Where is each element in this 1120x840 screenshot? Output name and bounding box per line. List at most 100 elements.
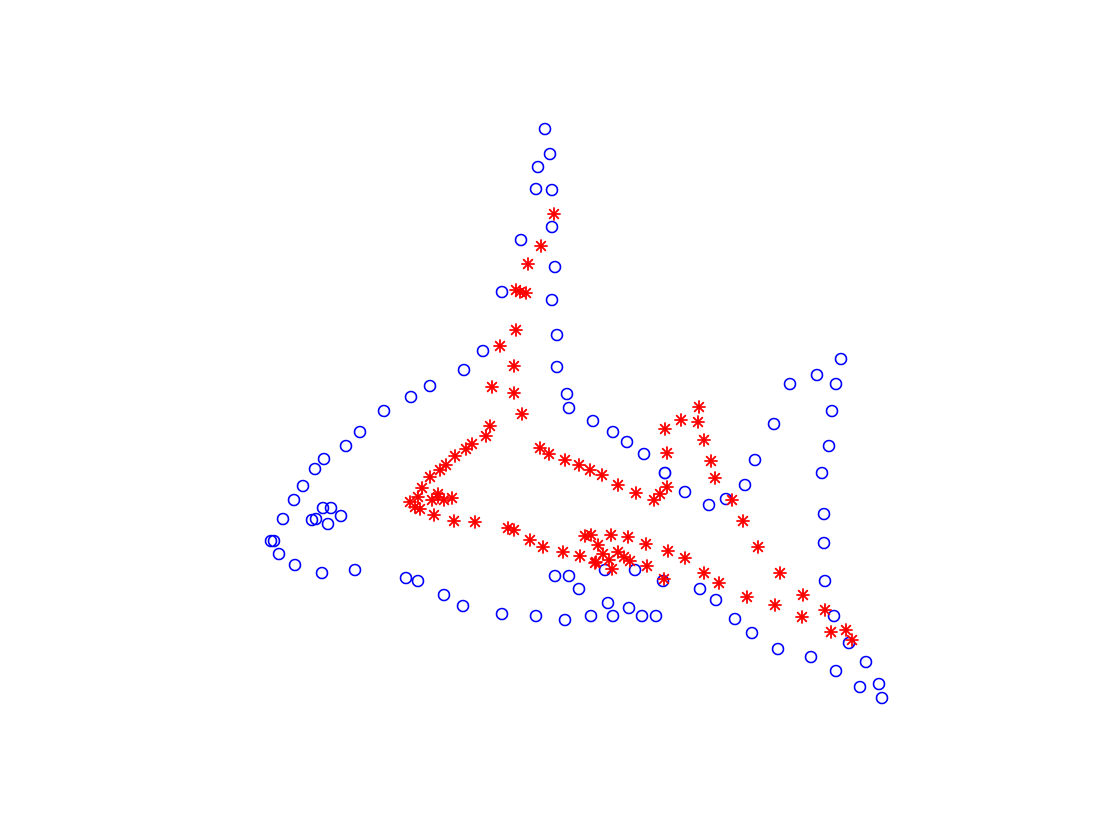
circle-marker xyxy=(818,574,832,588)
circle-marker xyxy=(545,220,559,234)
circle-marker xyxy=(272,547,286,561)
circle-marker xyxy=(810,368,824,382)
circle-marker xyxy=(586,414,600,428)
circle-marker xyxy=(709,593,723,607)
circle-marker xyxy=(562,401,576,415)
asterisk-marker xyxy=(611,478,625,492)
asterisk-marker xyxy=(521,257,535,271)
circle-marker xyxy=(859,655,873,669)
circle-marker xyxy=(321,517,335,531)
circle-marker xyxy=(548,260,562,274)
asterisk-marker xyxy=(509,323,523,337)
circle-marker xyxy=(296,479,310,493)
asterisk-marker xyxy=(602,553,616,567)
circle-marker xyxy=(738,478,752,492)
asterisk-marker xyxy=(468,515,482,529)
circle-marker xyxy=(875,691,889,705)
circle-marker xyxy=(288,558,302,572)
asterisk-marker xyxy=(479,429,493,443)
circle-marker xyxy=(829,664,843,678)
asterisk-marker xyxy=(445,491,459,505)
asterisk-marker xyxy=(507,523,521,537)
asterisk-marker xyxy=(413,502,427,516)
circle-marker xyxy=(339,439,353,453)
asterisk-marker xyxy=(768,598,782,612)
asterisk-marker xyxy=(639,537,653,551)
circle-marker xyxy=(748,453,762,467)
asterisk-marker xyxy=(439,458,453,472)
circle-marker xyxy=(572,582,586,596)
circle-marker xyxy=(702,498,716,512)
circle-marker xyxy=(829,377,843,391)
asterisk-marker xyxy=(447,514,461,528)
circle-marker xyxy=(767,417,781,431)
circle-marker xyxy=(267,534,281,548)
circle-marker xyxy=(658,466,672,480)
circle-marker xyxy=(817,507,831,521)
circle-marker xyxy=(308,462,322,476)
circle-marker xyxy=(620,435,634,449)
circle-marker xyxy=(476,344,490,358)
circle-marker xyxy=(745,626,759,640)
asterisk-marker xyxy=(661,544,675,558)
asterisk-marker xyxy=(448,449,462,463)
asterisk-marker xyxy=(692,400,706,414)
asterisk-marker xyxy=(485,380,499,394)
asterisk-marker xyxy=(704,454,718,468)
asterisk-marker xyxy=(839,623,853,637)
circle-marker xyxy=(635,609,649,623)
circle-marker xyxy=(548,569,562,583)
asterisk-marker xyxy=(658,422,672,436)
asterisk-marker xyxy=(556,545,570,559)
circle-marker xyxy=(411,574,425,588)
asterisk-marker xyxy=(725,493,739,507)
circle-marker xyxy=(514,233,528,247)
asterisk-marker xyxy=(558,453,572,467)
asterisk-marker xyxy=(431,490,445,504)
asterisk-marker xyxy=(818,603,832,617)
asterisk-marker xyxy=(547,207,561,221)
asterisk-marker xyxy=(483,419,497,433)
asterisk-marker xyxy=(740,590,754,604)
asterisk-marker xyxy=(595,468,609,482)
asterisk-marker xyxy=(678,551,692,565)
asterisk-marker xyxy=(795,610,809,624)
circle-marker xyxy=(822,439,836,453)
asterisk-marker xyxy=(578,529,592,543)
asterisk-marker xyxy=(697,566,711,580)
asterisk-marker xyxy=(515,407,529,421)
circle-marker xyxy=(637,447,651,461)
series-2 xyxy=(403,207,859,647)
circle-marker xyxy=(399,571,413,585)
circle-marker xyxy=(550,360,564,374)
asterisk-marker xyxy=(507,386,521,400)
asterisk-marker xyxy=(824,625,838,639)
circle-marker xyxy=(529,609,543,623)
circle-marker xyxy=(649,609,663,623)
circle-marker xyxy=(550,328,564,342)
circle-marker xyxy=(423,379,437,393)
asterisk-marker xyxy=(697,433,711,447)
circle-marker xyxy=(334,509,348,523)
circle-marker xyxy=(324,501,338,515)
asterisk-marker xyxy=(691,415,705,429)
circle-marker xyxy=(529,182,543,196)
asterisk-marker xyxy=(845,633,859,647)
circle-marker xyxy=(678,485,692,499)
circle-marker xyxy=(538,122,552,136)
circle-marker xyxy=(531,160,545,174)
circle-marker xyxy=(834,352,848,366)
circle-marker xyxy=(827,609,841,623)
asterisk-marker xyxy=(493,339,507,353)
asterisk-marker xyxy=(657,572,671,586)
circle-marker xyxy=(495,285,509,299)
asterisk-marker xyxy=(533,441,547,455)
asterisk-marker xyxy=(536,540,550,554)
circle-marker xyxy=(771,642,785,656)
circle-marker xyxy=(628,563,642,577)
circle-marker xyxy=(817,536,831,550)
asterisk-marker xyxy=(583,463,597,477)
circle-marker xyxy=(601,596,615,610)
circle-marker xyxy=(872,677,886,691)
